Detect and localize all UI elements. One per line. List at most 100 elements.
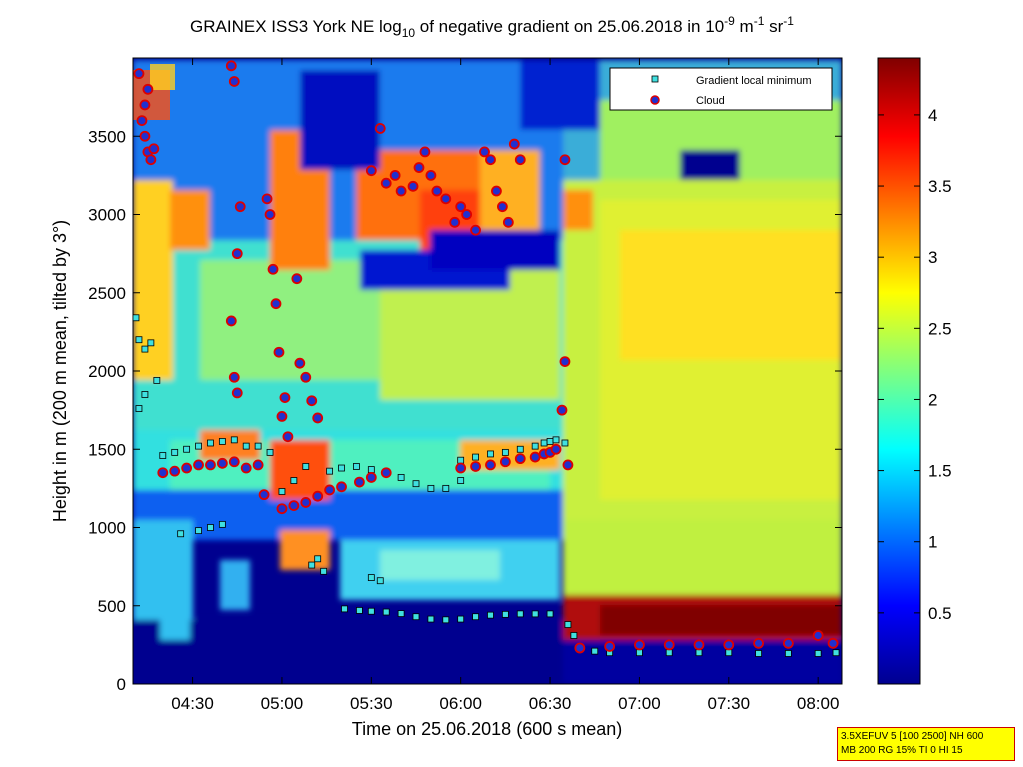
gradient-minimum-point bbox=[218, 438, 226, 445]
gradient-minimum-point bbox=[153, 376, 161, 384]
cloud-point bbox=[169, 465, 181, 477]
gradient-minimum-point bbox=[341, 605, 348, 613]
cloud-point bbox=[261, 193, 273, 205]
gradient-minimum-point bbox=[516, 610, 524, 618]
cloud-point bbox=[276, 410, 288, 422]
cloud-point bbox=[225, 315, 237, 327]
gradient-minimum-point bbox=[183, 445, 191, 453]
cloud-point bbox=[228, 456, 240, 468]
cloud-point bbox=[693, 639, 705, 651]
cloud-point bbox=[279, 392, 291, 404]
cloud-point bbox=[502, 216, 514, 228]
y-tick-label: 1000 bbox=[88, 519, 126, 538]
cloud-point bbox=[291, 273, 303, 285]
cloud-point bbox=[559, 154, 571, 166]
cloud-point bbox=[365, 165, 377, 177]
annotation-line-2: MB 200 RG 15% TI 0 HI 15 bbox=[841, 745, 963, 756]
cloud-point bbox=[324, 484, 336, 496]
gradient-minimum-point bbox=[141, 391, 149, 398]
y-tick-label: 3000 bbox=[88, 206, 126, 225]
gradient-minimum-point bbox=[457, 456, 465, 464]
gradient-minimum-point bbox=[564, 621, 572, 628]
gradient-minimum-point bbox=[442, 616, 450, 624]
cloud-point bbox=[133, 68, 145, 80]
gradient-minimum-point bbox=[472, 613, 479, 621]
cloud-point bbox=[300, 497, 312, 508]
y-axis: 0 500 1000 1500 2000 2500 3000 3500 bbox=[88, 127, 842, 694]
cloud-point bbox=[514, 154, 526, 166]
gradient-minimum-point bbox=[135, 336, 143, 344]
cloud-point bbox=[455, 201, 467, 213]
cloud-point bbox=[252, 459, 264, 471]
legend: Gradient local minimum Cloud bbox=[609, 67, 833, 111]
gradient-minimum-point bbox=[784, 650, 792, 657]
gradient-minimum-point bbox=[427, 484, 435, 492]
cloud-point bbox=[723, 639, 735, 651]
cloud-point bbox=[148, 143, 160, 155]
cloud-point bbox=[336, 481, 347, 493]
x-axis-label: Time on 25.06.2018 (600 s mean) bbox=[352, 719, 623, 739]
gradient-minimum-point bbox=[278, 488, 286, 495]
colorbar-tick-label: 1 bbox=[928, 533, 937, 552]
x-tick-label: 06:00 bbox=[439, 694, 482, 713]
cloud-point bbox=[470, 224, 481, 236]
cloud-point bbox=[508, 138, 520, 150]
cloud-point bbox=[157, 467, 169, 479]
gradient-minimum-point bbox=[397, 610, 405, 617]
cloud-point bbox=[449, 216, 461, 228]
title-sup3: -1 bbox=[783, 14, 794, 28]
gradient-minimum-point bbox=[570, 632, 578, 639]
cloud-point bbox=[514, 453, 526, 465]
gradient-minimum-point bbox=[546, 438, 554, 445]
cloud-point bbox=[136, 115, 148, 126]
gradient-minimum-point bbox=[561, 439, 569, 447]
legend-circle-marker bbox=[650, 95, 660, 105]
gradient-minimum-point bbox=[159, 452, 167, 459]
gradient-minimum-point bbox=[531, 442, 539, 450]
gradient-minimum-point bbox=[308, 561, 316, 569]
cloud-point bbox=[753, 637, 764, 649]
cloud-point bbox=[374, 123, 386, 134]
gradient-minimum-point bbox=[531, 610, 539, 618]
cloud-point bbox=[228, 76, 240, 87]
gradient-minimum-point bbox=[353, 463, 360, 470]
cloud-point bbox=[782, 637, 794, 649]
colorbar bbox=[877, 57, 921, 685]
legend-item-cloud: Cloud bbox=[696, 95, 725, 107]
gradient-minimum-point bbox=[376, 577, 384, 585]
gradient-minimum-point bbox=[195, 527, 202, 535]
cloud-point bbox=[431, 185, 443, 197]
gradient-minimum-point bbox=[141, 345, 149, 353]
cloud-point bbox=[827, 637, 839, 649]
cloud-point bbox=[240, 462, 252, 474]
cloud-point bbox=[529, 451, 541, 463]
gradient-minimum-point bbox=[367, 574, 375, 581]
cloud-point bbox=[496, 201, 508, 213]
x-tick-label: 07:00 bbox=[618, 694, 661, 713]
gradient-minimum-point bbox=[501, 610, 509, 618]
gradient-minimum-point bbox=[472, 453, 479, 461]
cloud-point bbox=[574, 642, 586, 654]
gradient-minimum-point bbox=[636, 649, 643, 657]
gradient-minimum-point bbox=[147, 339, 155, 347]
cloud-point bbox=[181, 462, 193, 474]
gradient-minimum-point bbox=[338, 464, 345, 472]
colorbar-tick-label: 1.5 bbox=[928, 462, 952, 481]
gradient-minimum-point bbox=[591, 647, 599, 655]
cloud-point bbox=[354, 476, 365, 488]
cloud-point bbox=[282, 431, 294, 443]
colorbar-ticks: 0.5 1 1.5 2 2.5 3 3.5 4 bbox=[878, 106, 952, 623]
cloud-point bbox=[231, 248, 243, 260]
cloud-point bbox=[225, 60, 237, 72]
cloud-point bbox=[228, 371, 240, 383]
annotation-line-1: 3.5XEFUV 5 [100 2500] NH 600 bbox=[841, 731, 984, 742]
cloud-point bbox=[145, 154, 157, 166]
gradient-minimum-point bbox=[266, 448, 274, 456]
x-tick-label: 06:30 bbox=[529, 694, 572, 713]
cloud-point bbox=[380, 177, 392, 189]
x-tick-label: 08:00 bbox=[797, 694, 840, 713]
cloud-point bbox=[312, 412, 324, 424]
gradient-minimum-point bbox=[397, 474, 405, 481]
cloud-point bbox=[142, 83, 154, 95]
legend-square-marker bbox=[651, 75, 659, 83]
